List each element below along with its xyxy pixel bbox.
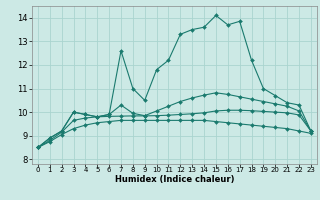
X-axis label: Humidex (Indice chaleur): Humidex (Indice chaleur): [115, 175, 234, 184]
